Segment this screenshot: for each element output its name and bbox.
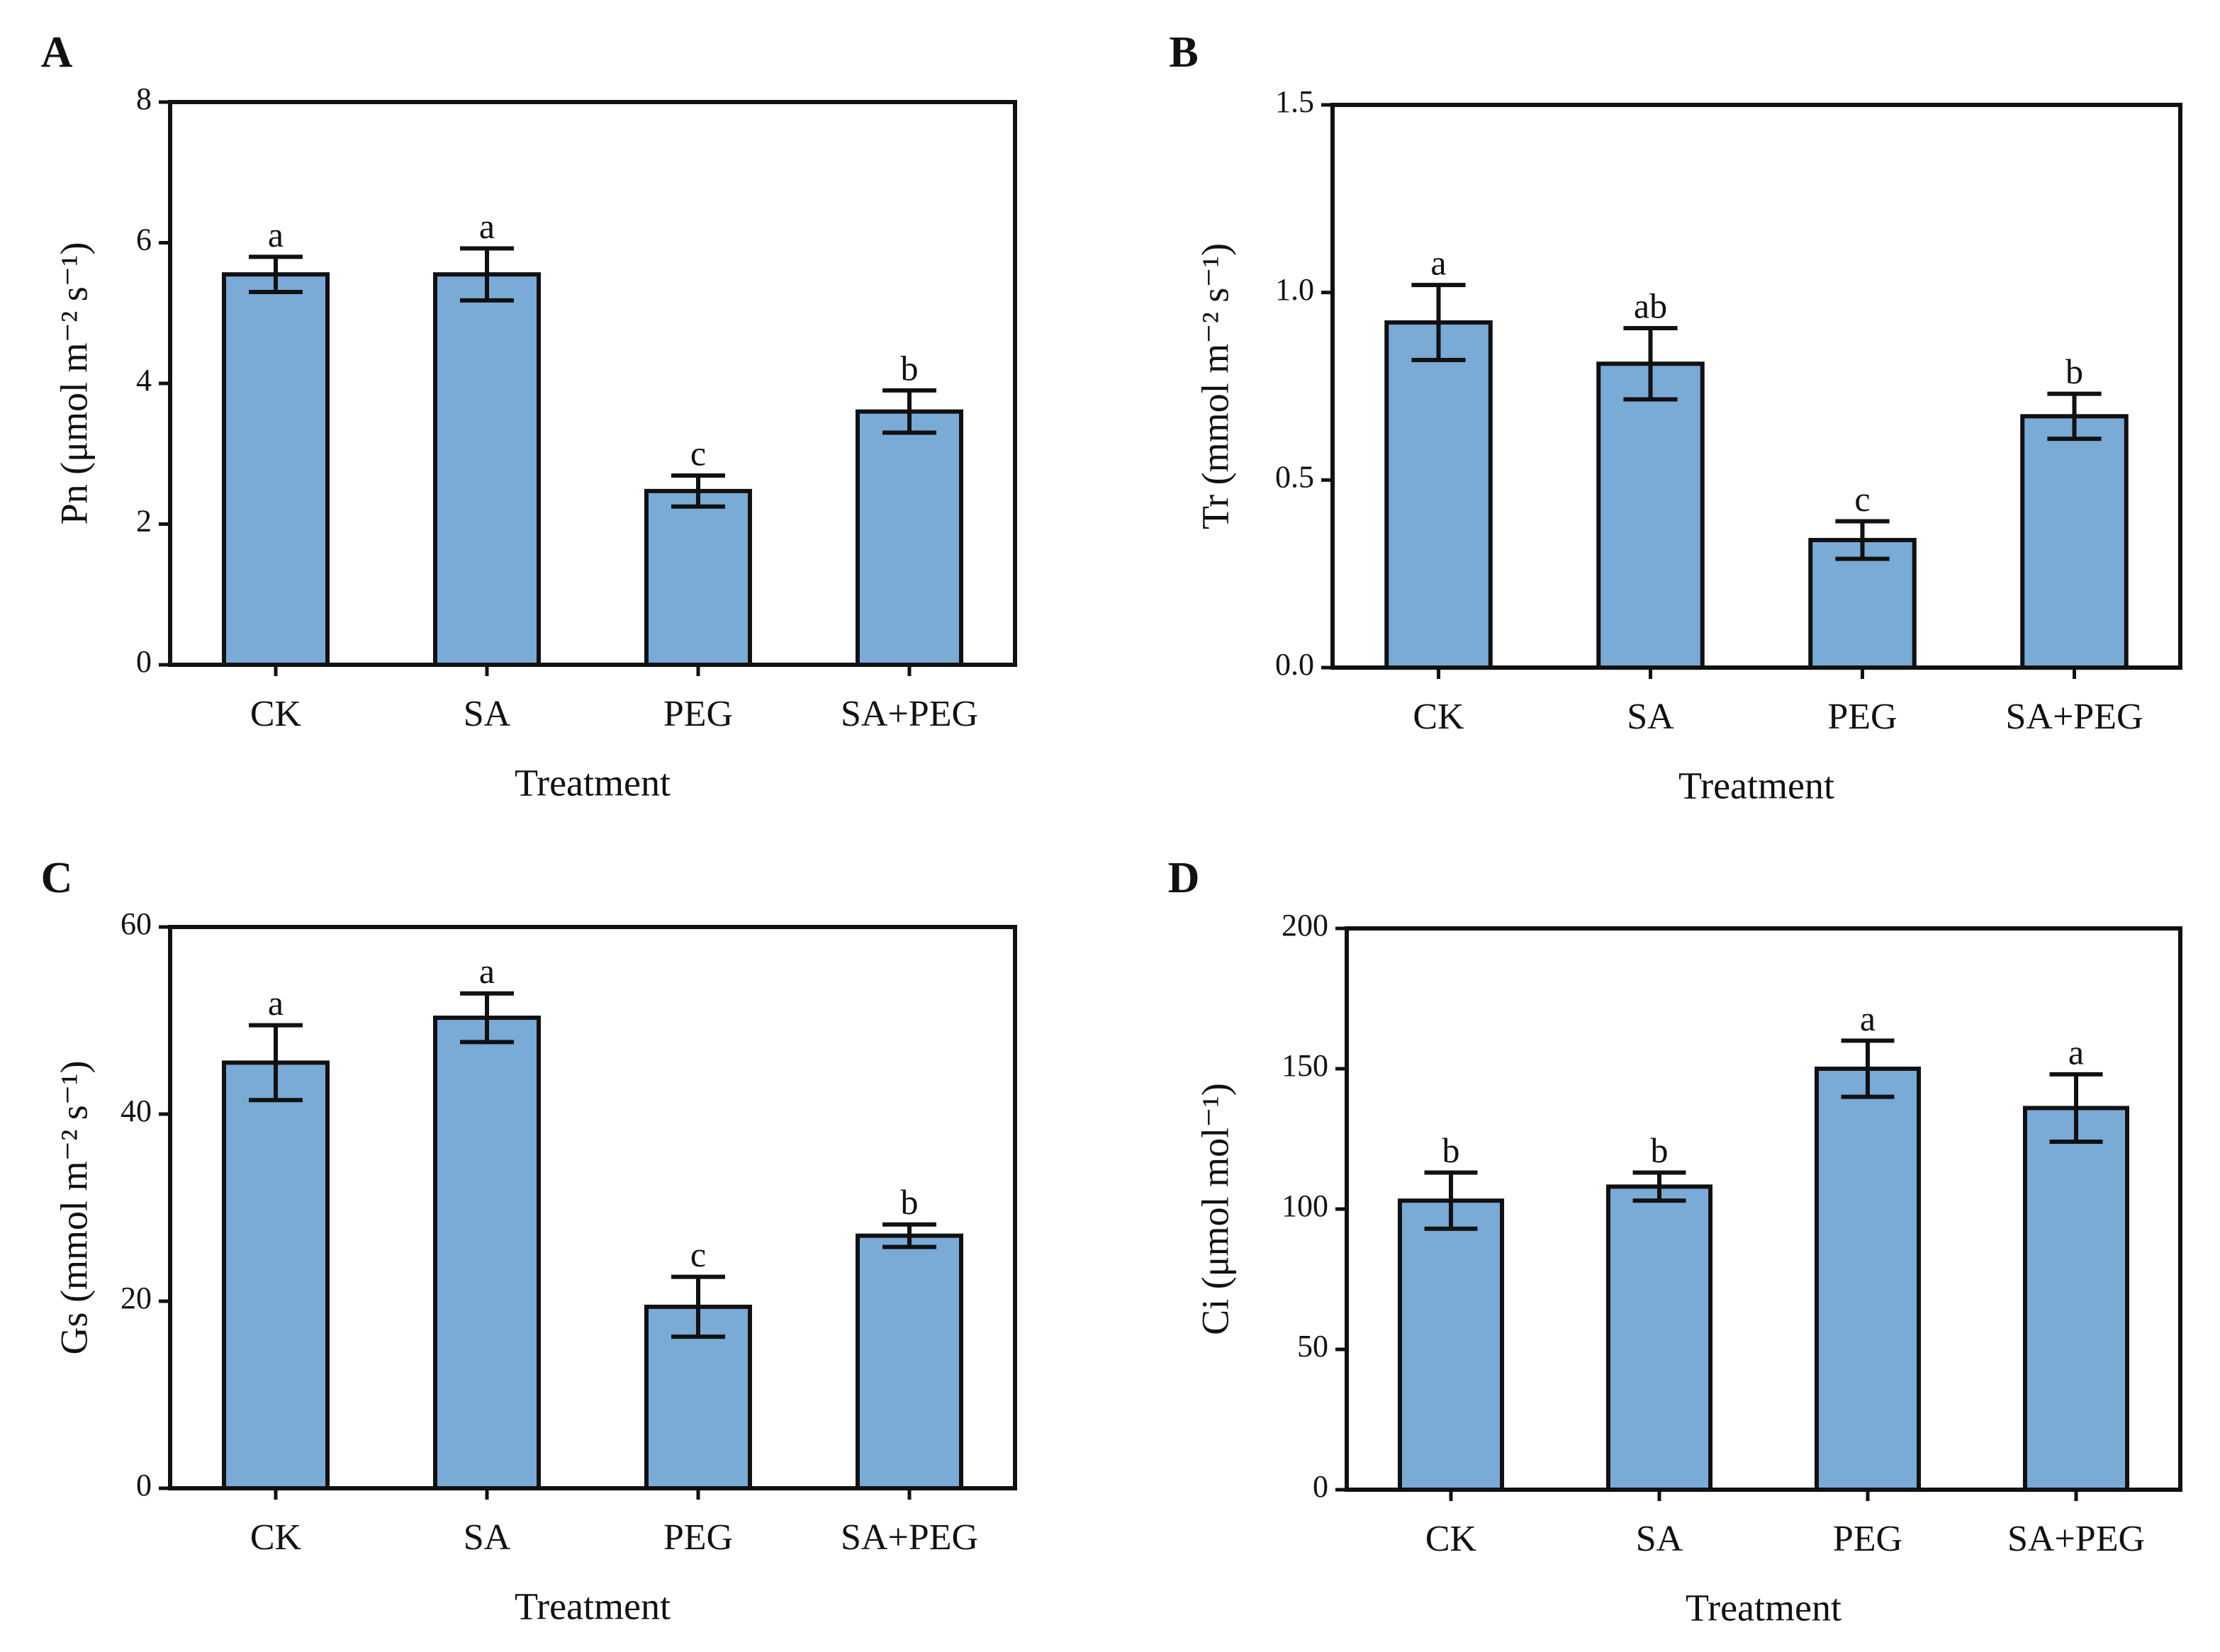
x-tick-label: SA+PEG [2007,1519,2145,1559]
bar [432,1016,542,1491]
bar [2022,1106,2130,1492]
x-tick-label: SA [1627,697,1674,737]
bar [1397,1198,1505,1492]
error-bar [882,388,936,435]
panel-label: B [1169,28,1198,77]
significance-letter: a [2068,1032,2084,1072]
significance-letter: c [690,1235,706,1274]
significance-letter: a [1430,243,1446,283]
x-axis-label: Treatment [1678,764,1834,807]
y-tick-label: 1.5 [1275,84,1314,119]
x-axis-label: Treatment [515,761,671,804]
x-tick-label: SA [464,694,511,734]
significance-letter: b [1442,1130,1460,1170]
error-bar [882,1222,936,1249]
bar [2020,414,2129,670]
error-bar [1411,283,1466,362]
y-tick-label: 8 [136,82,152,116]
significance-letter: a [268,983,284,1023]
y-tick-label: 0 [1313,1469,1328,1504]
bar [1596,361,1705,670]
y-tick-label: 150 [1282,1048,1328,1083]
plot-frame [1345,926,2182,1492]
significance-letter: ab [1634,286,1667,325]
bar [644,488,753,667]
y-tick-label: 50 [1297,1329,1328,1364]
y-tick-label: 1.0 [1275,272,1314,307]
error-bar [1424,1170,1478,1231]
plot-frame [168,925,1017,1490]
bar [1808,538,1917,670]
bar [855,409,964,667]
x-tick-label: CK [250,694,302,734]
y-tick-label: 0.5 [1275,459,1314,494]
error-bar [1835,519,1890,561]
y-axis-label: Gs (mmol m⁻² s⁻¹) [52,1061,95,1355]
x-axis-label: Treatment [515,1585,671,1627]
error-bar [2049,1072,2103,1144]
x-tick-label: SA+PEG [2005,697,2143,737]
y-axis-label: Ci (μmol mol⁻¹) [1194,1083,1236,1335]
significance-letter: b [1651,1130,1669,1170]
panel-label: D [1168,854,1200,902]
bar [221,272,330,668]
x-tick-label: PEG [663,694,733,734]
significance-letter: a [479,206,495,246]
x-tick-label: CK [1425,1519,1477,1559]
plot-frame [1330,103,2182,670]
y-tick-label: 20 [120,1281,152,1315]
bar [1605,1184,1713,1492]
x-tick-label: CK [1413,697,1464,737]
error-bar [460,246,514,303]
bar [432,272,542,668]
y-tick-label: 40 [120,1094,152,1128]
y-axis-label: Pn (μmol m⁻² s⁻¹) [52,242,95,525]
error-bar [1632,1170,1686,1203]
significance-letter: c [690,433,706,473]
x-tick-label: CK [250,1517,302,1558]
y-tick-label: 4 [136,363,152,398]
x-tick-label: PEG [663,1517,733,1558]
x-tick-label: SA [464,1517,511,1558]
x-axis-label: Treatment [1686,1586,1841,1629]
bar [1384,320,1493,670]
bar [221,1060,330,1490]
significance-letter: a [1860,999,1876,1038]
y-tick-label: 0.0 [1275,647,1314,682]
error-bar [249,1023,303,1103]
significance-letter: b [2065,352,2083,391]
significance-letter: b [901,348,919,388]
panel-label: C [41,854,73,902]
y-tick-label: 0 [136,1468,152,1502]
panel-label: A [41,28,73,77]
y-tick-label: 6 [136,223,152,257]
x-tick-label: PEG [1833,1519,1902,1559]
significance-letter: b [901,1182,919,1222]
significance-letter: c [1854,479,1870,519]
error-bar [1841,1038,1895,1099]
error-bar [671,1274,725,1339]
y-tick-label: 200 [1282,908,1328,943]
significance-letter: a [268,215,284,254]
x-tick-label: PEG [1827,697,1897,737]
x-tick-label: SA+PEG [841,1517,978,1558]
plot-frame [168,100,1017,667]
error-bar [671,473,725,509]
y-tick-label: 100 [1282,1189,1328,1223]
error-bar [1623,325,1678,402]
error-bar [460,991,514,1045]
y-tick-label: 2 [136,504,152,539]
bar [855,1233,964,1490]
bar [1814,1067,1922,1492]
x-tick-label: SA+PEG [841,694,978,734]
x-tick-label: SA [1636,1519,1683,1559]
y-axis-label: Tr (mmol m⁻² s⁻¹) [1194,243,1236,529]
error-bar [2047,391,2102,442]
significance-letter: a [479,951,495,991]
y-tick-label: 0 [136,644,152,679]
error-bar [249,254,303,294]
y-tick-label: 60 [120,906,152,941]
